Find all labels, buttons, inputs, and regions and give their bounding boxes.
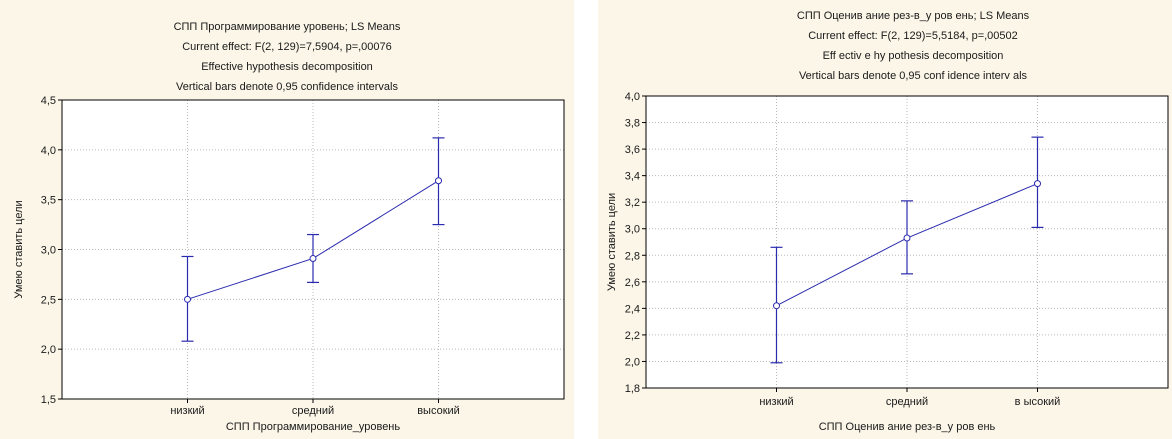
data-point bbox=[309, 254, 317, 262]
x-tick-label: средний bbox=[292, 405, 334, 417]
x-axis-title: СПП Оценив ание рез-в_у ров ень bbox=[819, 421, 996, 433]
y-axis-title: Умею ставить цели bbox=[13, 200, 25, 298]
chart-title-line: Vertical bars denote 0,95 conf idence in… bbox=[799, 70, 1028, 82]
y-tick-label: 1,5 bbox=[41, 394, 56, 406]
chart-panel-right: СПП Оценив ание рез-в_у ров ень; LS Mean… bbox=[598, 0, 1172, 439]
y-tick-label: 2,6 bbox=[625, 277, 640, 289]
y-tick-label: 4,0 bbox=[625, 91, 640, 103]
chart-title-line: Current effect: F(2, 129)=7,5904, p=,000… bbox=[182, 41, 392, 53]
x-axis-title: СПП Программирование_уровень bbox=[226, 421, 401, 433]
x-tick-label: низкий bbox=[170, 405, 204, 417]
chart-left: СПП Программирование уровень; LS Means Cu… bbox=[0, 0, 574, 439]
x-tick-label: высокий bbox=[417, 405, 460, 417]
y-tick-label: 4,5 bbox=[41, 95, 56, 107]
y-tick-label: 3,6 bbox=[625, 144, 640, 156]
chart-title-line: СПП Программирование уровень; LS Means bbox=[174, 21, 401, 33]
y-tick-label: 1,8 bbox=[625, 383, 640, 395]
chart-title-line: Vertical bars denote 0,95 confidence int… bbox=[176, 81, 398, 93]
y-tick-label: 4,0 bbox=[41, 145, 56, 157]
data-point bbox=[903, 234, 911, 242]
y-axis-title: Умею ставить цели bbox=[606, 193, 618, 291]
chart-title-line: Eff ectiv e hy pothesis decomposition bbox=[823, 50, 1004, 62]
data-point bbox=[184, 295, 191, 303]
data-point bbox=[435, 177, 442, 185]
plot-border bbox=[645, 95, 1169, 389]
y-tick-label: 3,8 bbox=[625, 118, 640, 130]
y-tick-label: 3,0 bbox=[41, 245, 56, 257]
x-tick-label: в ысокий bbox=[1015, 396, 1061, 408]
y-tick-label: 2,2 bbox=[625, 330, 640, 342]
chart-title-line: Current effect: F(2, 129)=5,5184, p=,005… bbox=[808, 30, 1018, 42]
plot-border bbox=[61, 99, 565, 400]
y-tick-label: 3,4 bbox=[625, 171, 640, 183]
y-tick-label: 3,0 bbox=[625, 224, 640, 236]
y-tick-label: 2,8 bbox=[625, 250, 640, 262]
data-point bbox=[773, 302, 780, 310]
y-tick-label: 3,2 bbox=[625, 197, 640, 209]
chart-right: СПП Оценив ание рез-в_у ров ень; LS Mean… bbox=[598, 0, 1172, 439]
y-tick-label: 2,5 bbox=[41, 294, 56, 306]
chart-title-line: Effective hypothesis decomposition bbox=[201, 61, 373, 73]
y-tick-label: 2,0 bbox=[41, 344, 56, 356]
x-tick-label: средний bbox=[886, 396, 928, 408]
y-tick-label: 3,5 bbox=[41, 195, 56, 207]
chart-title-line: СПП Оценив ание рез-в_у ров ень; LS Mean… bbox=[797, 10, 1030, 22]
chart-panel-left: СПП Программирование уровень; LS Means Cu… bbox=[0, 0, 574, 439]
data-point bbox=[1034, 180, 1041, 188]
y-tick-label: 2,4 bbox=[625, 303, 640, 315]
y-tick-label: 2,0 bbox=[625, 356, 640, 368]
x-tick-label: низкий bbox=[759, 396, 793, 408]
